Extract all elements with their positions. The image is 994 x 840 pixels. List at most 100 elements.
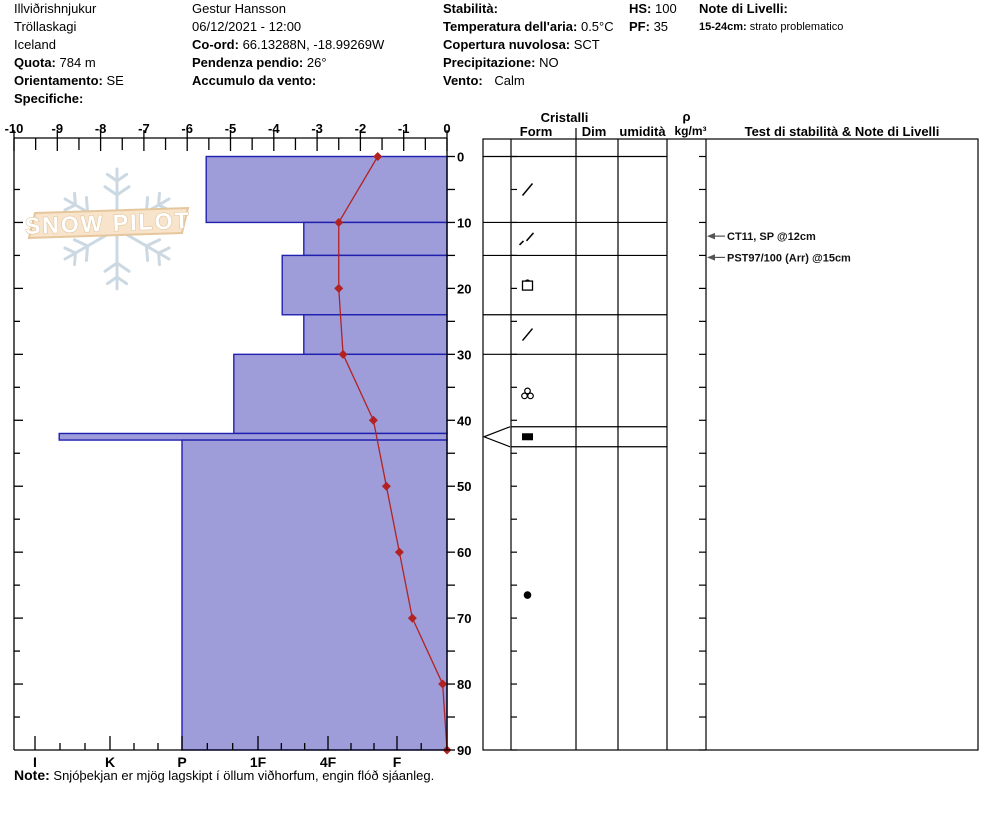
depth-axis-label: 60 [457, 545, 471, 560]
grain-symbol-DF [521, 182, 534, 196]
header-conditions-column: Stabilità: Temperatura dell'aria: 0.5°C … [443, 0, 614, 90]
hardness-axis-label: P [177, 754, 186, 770]
temperature-point [334, 283, 344, 293]
layer-bar [205, 155, 448, 224]
layer-bar [58, 432, 448, 441]
grain-symbol-FC [521, 279, 534, 291]
wind-loading-row: Accumulo da vento: [192, 73, 317, 88]
layer-bar [181, 439, 448, 751]
aspect-row: Orientamento: SE [14, 73, 124, 88]
stability-test-annotation: PST97/100 (Arr) @15cm [707, 252, 851, 264]
temperature-point [394, 547, 404, 557]
site-country: Iceland [14, 37, 56, 52]
header-totals-column: HS: 100 PF: 35 [629, 0, 677, 36]
depth-axis-label: 30 [457, 347, 471, 362]
logo-text: SNOW PILOT [24, 207, 190, 239]
level-notes-title: Note di Livelli: [699, 1, 788, 16]
temp-axis-label: -6 [181, 121, 193, 136]
chart-axes [13, 130, 455, 751]
header-rho: ρ [682, 109, 690, 124]
coordinates-row: Co-ord: 66.13288N, -18.99269W [192, 37, 385, 52]
grain-symbol-DF [521, 328, 534, 342]
snowpilot-logo: SNOW PILOT [24, 167, 191, 291]
observation-datetime: 06/12/2021 - 12:00 [192, 19, 302, 34]
air-temperature-row: Temperatura dell'aria: 0.5°C [443, 19, 614, 34]
pit-note-label: Note: [14, 767, 50, 783]
pit-note-text: Snjóþekjan er mjög lagskipt í öllum viðh… [53, 768, 435, 783]
layer-bar [303, 314, 448, 356]
temp-axis-label: 0 [443, 121, 450, 136]
hardness-layer-bars [58, 155, 448, 751]
temperature-point [407, 613, 417, 623]
depth-axis-label: 0 [457, 150, 464, 165]
temperature-point [334, 217, 344, 227]
foot-pen-row: PF: 35 [629, 19, 669, 34]
level-note-entry: 15-24cm: strato problematico [699, 21, 844, 33]
observer-name: Gestur Hansson [192, 1, 286, 16]
temp-axis-label: -8 [95, 121, 107, 136]
temp-axis-label: -4 [268, 121, 280, 136]
hardness-axis-label: 4F [320, 754, 337, 770]
temperature-point [381, 481, 391, 491]
temp-axis-label: -3 [311, 121, 323, 136]
depth-axis-label: 10 [457, 215, 471, 230]
grain-symbol-RG [523, 591, 532, 599]
temperature-point [368, 415, 378, 425]
temp-axis-label: -7 [138, 121, 150, 136]
depth-axis-label: 20 [457, 281, 471, 296]
stability-test-label: PST97/100 (Arr) @15cm [727, 252, 851, 264]
grain-symbol-MFcl [521, 387, 534, 400]
header-tests: Test di stabilità & Note di Livelli [745, 124, 940, 139]
site-name: Illviðrishnjukur [14, 1, 97, 16]
header-dim: Dim [582, 124, 607, 139]
specifics-row: Specifiche: [14, 91, 84, 106]
site-region: Tröllaskagi [14, 19, 77, 34]
temperature-point [438, 679, 448, 689]
header-form: Form [520, 124, 553, 139]
header-cristalli: Cristalli [541, 110, 589, 125]
temp-axis-label: -9 [52, 121, 64, 136]
temp-axis-label: -2 [355, 121, 367, 136]
depth-axis-label: 40 [457, 413, 471, 428]
stability-test-annotation: CT11, SP @12cm [707, 231, 816, 243]
depth-axis-label: 70 [457, 611, 471, 626]
pit-note: Note: Snjóþekjan er mjög lagskipt í öllu… [14, 767, 434, 783]
hardness-axis-label: F [393, 754, 402, 770]
hardness-axis-label: K [105, 754, 115, 770]
precipitation-row: Precipitazione: NO [443, 55, 559, 70]
temperature-point [373, 152, 383, 161]
slope-angle-row: Pendenza pendio: 26° [192, 55, 327, 70]
depth-axis-label: 50 [457, 479, 471, 494]
grain-table-grid [482, 128, 979, 751]
hardness-axis-label: 1F [250, 754, 267, 770]
temperature-curve [338, 156, 448, 751]
grain-symbol-IF [522, 433, 533, 441]
wind-row: Vento: Calm [443, 73, 525, 88]
header-location-column: Illviðrishnjukur Tröllaskagi Iceland Quo… [14, 0, 124, 108]
grain-symbol-DF [518, 232, 535, 246]
layer-bar [281, 254, 448, 316]
layer-bar [233, 353, 448, 435]
temp-axis-label: -1 [398, 121, 410, 136]
snow-height-row: HS: 100 [629, 1, 677, 16]
header-level-notes-column: Note di Livelli: 15-24cm: strato problem… [699, 0, 843, 36]
depth-axis-label: 90 [457, 743, 471, 758]
depth-axis-label: 80 [457, 677, 471, 692]
temp-axis-label: -10 [5, 121, 24, 136]
header-umidita: umidità [619, 124, 666, 139]
grain-form-symbols [518, 182, 535, 599]
logo-banner [27, 206, 190, 240]
stability-test-label: CT11, SP @12cm [727, 231, 816, 243]
hardness-axis-label: I [33, 754, 37, 770]
temp-axis-label: -5 [225, 121, 237, 136]
layer-bar [303, 221, 448, 257]
temperature-point [338, 349, 348, 359]
layer-of-concern-flag [482, 426, 511, 448]
stability-row: Stabilità: [443, 1, 498, 16]
sky-cover-row: Copertura nuvolosa: SCT [443, 37, 600, 52]
elevation-row: Quota: 784 m [14, 55, 96, 70]
header-observer-column: Gestur Hansson 06/12/2021 - 12:00 Co-ord… [192, 0, 384, 90]
header-rho-unit: kg/m³ [674, 124, 706, 138]
